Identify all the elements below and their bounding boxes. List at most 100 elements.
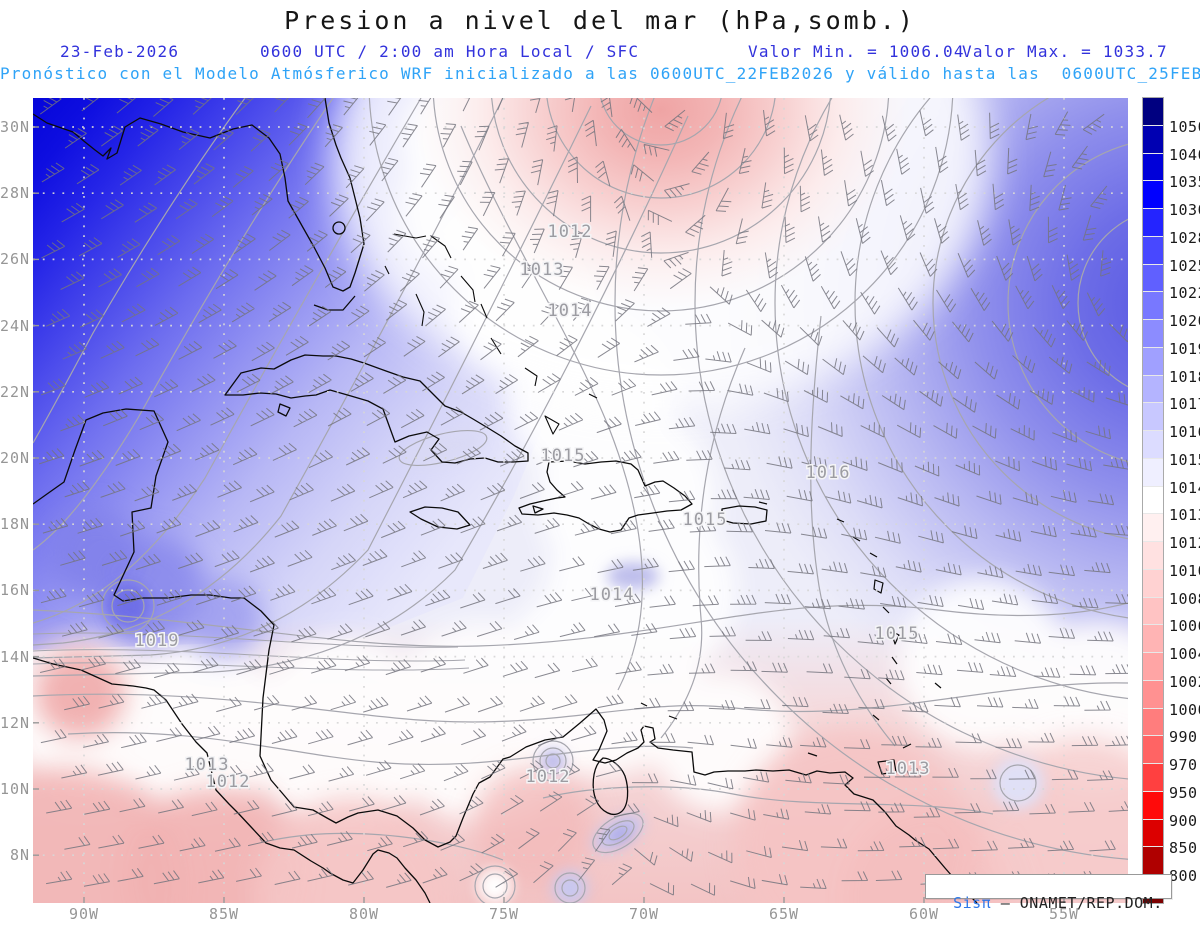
colorbar-segment [1143,181,1163,209]
forecast-subtitle: Pronóstico con el Modelo Atmósferico WRF… [0,64,1200,83]
colorbar-value-1004: 1004 [1169,645,1200,664]
lon-label-75W: 75W [488,905,520,923]
colorbar-value-990: 990 [1169,728,1198,747]
run-date: 23-Feb-2026 [60,42,180,61]
map-canvas: 1012 1013 1014 1015 1016 1015 1014 1015 1019 1013… [33,98,1128,903]
colorbar-value-1006: 1006 [1169,617,1200,636]
isobar-label-1015: 1015 [541,446,586,466]
contour-labels: 1012101310141015101610151014101510191013… [133,221,931,794]
colorbar-value-1012: 1012 [1169,534,1200,553]
colorbar-segment [1143,292,1163,320]
coast-hispaniola [518,460,693,533]
brand-logo: Sisπ [953,894,992,912]
colorbar-value-1040: 1040 [1169,145,1200,164]
colorbar-segment [1143,847,1163,875]
isobar-label-1012: 1012 [206,772,251,792]
colorbar-segment [1143,153,1163,182]
lake-okeechobee [332,221,346,235]
lon-label-90W: 90W [68,905,100,923]
lat-label-22N: 22N [0,382,31,401]
colorbar-value-1028: 1028 [1169,228,1200,247]
colorbar-value-850: 850 [1169,839,1198,858]
colorbar-segment [1143,486,1163,515]
colorbar-value-1014: 1014 [1169,478,1200,497]
colorbar-value-1019: 1019 [1169,339,1200,358]
lat-label-18N: 18N [0,515,31,534]
axis-ticks [33,126,1065,903]
colorbar-value-1000: 1000 [1169,700,1200,719]
pressure-map-svg: 1012101310141015101610151014101510191013… [33,98,1128,903]
isobar-label-1016: 1016 [806,463,851,483]
coast-central-america-pacific [33,657,431,903]
colorbar-value-1030: 1030 [1169,201,1200,220]
colorbar-segment [1143,236,1163,265]
isobar-label-1019: 1019 [135,631,180,651]
isobar-label-1014: 1014 [548,301,593,321]
colorbar-segment [1143,708,1163,737]
colorbar-segment [1143,653,1163,681]
colorbar-value-1050: 1050 [1169,117,1200,136]
colorbar-segment [1143,569,1163,598]
attribution-text [991,894,1001,912]
colorbar-segment [1143,791,1163,820]
lon-label-55W: 55W [1048,905,1080,923]
coastlines [33,98,978,903]
colorbar-value-1035: 1035 [1169,173,1200,192]
colorbar-segment [1143,431,1163,459]
colorbar-value-800: 800 [1169,867,1198,886]
page-title: Presion a nivel del mar (hPa,somb.) [284,6,916,35]
pressure-colorbar [1142,97,1164,904]
isobar-label-1014: 1014 [590,585,635,605]
colorbar-value-1018: 1018 [1169,367,1200,386]
lat-label-10N: 10N [0,780,31,798]
colorbar-segment [1143,264,1163,293]
lat-label-14N: 14N [0,647,31,666]
lat-label-12N: 12N [0,713,31,732]
colorbar-segment [1143,375,1163,404]
lat-label-8N: 8N [9,846,30,865]
isobar-label-1015: 1015 [683,510,728,530]
colorbar-segment [1143,98,1163,126]
colorbar-value-1020: 1020 [1169,312,1200,331]
lon-label-65W: 65W [768,905,800,923]
lon-label-60W: 60W [908,905,940,923]
lat-label-24N: 24N [0,316,31,335]
colorbar-segment [1143,458,1163,487]
ile-gonave [532,505,544,514]
wind-barbs [39,98,1128,896]
colorbar-value-1017: 1017 [1169,395,1200,414]
colorbar-segment [1143,209,1163,237]
colorbar-segment [1143,320,1163,348]
colorbar-segment [1143,514,1163,542]
lat-label-26N: 26N [0,250,31,269]
isobar-label-1012: 1012 [526,767,571,787]
value-min: Valor Min. = 1006.04 [748,42,965,61]
lon-label-70W: 70W [628,905,660,923]
colorbar-value-1022: 1022 [1169,284,1200,303]
colorbar-segment [1143,597,1163,626]
colorbar-value-950: 950 [1169,783,1198,802]
pressure-field [33,98,1128,903]
isobar-label-1013: 1013 [886,759,931,779]
colorbar-segment [1143,125,1163,154]
coast-central-america-caribbean [33,408,978,903]
colorbar-value-1016: 1016 [1169,423,1200,442]
lon-label-85W: 85W [208,905,240,923]
lesser-antilles [640,501,942,775]
lat-label-16N: 16N [0,581,31,600]
bahamas-islands [384,233,598,435]
colorbar-segment [1143,625,1163,653]
latlon-grid [33,98,1128,903]
coast-puerto-rico [721,505,768,525]
lat-label-30N: 30N [0,118,31,136]
isla-juventud [277,403,291,417]
isobar-label-1013: 1013 [185,755,230,775]
lon-label-80W: 80W [348,905,380,923]
colorbar-value-900: 900 [1169,811,1198,830]
colorbar-segment [1143,347,1163,376]
colorbar-segment [1143,764,1163,792]
isobar-label-1015: 1015 [875,624,920,644]
colorbar-segment [1143,680,1163,709]
value-max: Valor Max. = 1033.7 [962,42,1168,61]
